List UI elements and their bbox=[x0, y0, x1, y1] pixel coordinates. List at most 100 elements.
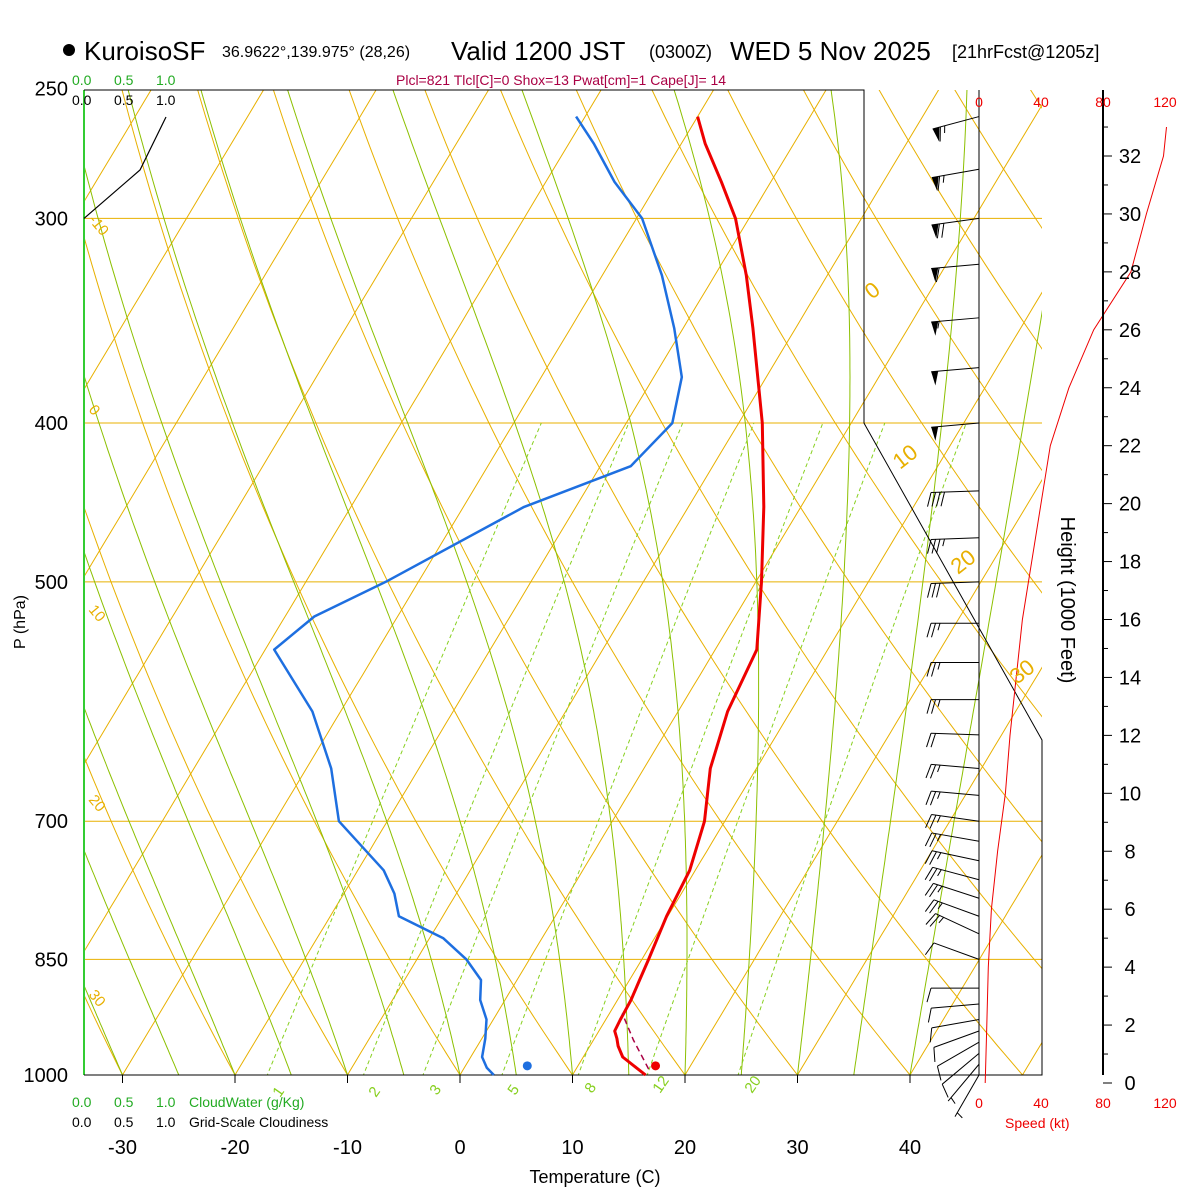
speed-top-120: 120 bbox=[1153, 94, 1177, 110]
temperature-tick-label: 30 bbox=[786, 1137, 808, 1159]
surface-temperature-marker bbox=[651, 1061, 661, 1071]
isotherm-line bbox=[84, 90, 377, 578]
moist-adiabat-line bbox=[127, 90, 461, 1075]
wind-barb-feather bbox=[924, 832, 933, 847]
cloudiness-label: Grid-Scale Cloudiness bbox=[189, 1114, 328, 1130]
wind-barb-shaft bbox=[933, 882, 980, 899]
wind-barb-feather bbox=[929, 901, 939, 914]
dry-adiabat-label: 0 bbox=[85, 402, 103, 419]
wind-barb bbox=[926, 622, 979, 638]
dry-adiabat-line bbox=[1161, 60, 1200, 1110]
wind-barb-shaft bbox=[931, 1003, 980, 1009]
wind-barb-feather bbox=[924, 899, 935, 912]
station-marker-icon bbox=[63, 44, 75, 56]
dry-adiabat-line bbox=[84, 755, 236, 1075]
wind-barb bbox=[954, 1074, 980, 1119]
wind-barb-shaft bbox=[931, 790, 980, 796]
wind-barb-feather bbox=[931, 699, 936, 714]
wind-barb-half-feather bbox=[937, 885, 943, 893]
temperature-tick-label: -30 bbox=[108, 1137, 137, 1159]
height-tick-label: 10 bbox=[1119, 783, 1141, 805]
wind-barb-feather bbox=[929, 814, 937, 829]
wind-barb-feather bbox=[929, 868, 938, 882]
dry-adiabat-label: -10 bbox=[85, 212, 112, 240]
mixing-ratio-label: 2 bbox=[365, 1084, 384, 1101]
height-tick-label: 20 bbox=[1119, 494, 1141, 516]
dry-adiabat-line bbox=[878, 90, 1042, 350]
wind-barb bbox=[926, 987, 979, 1003]
wind-barb-feather bbox=[929, 833, 937, 848]
wind-barb bbox=[926, 732, 980, 748]
cloud-top-green-2: 1.0 bbox=[156, 72, 176, 88]
wind-barb-feather bbox=[936, 223, 940, 239]
wind-barb-pennant bbox=[931, 426, 939, 441]
wind-barb-feather bbox=[931, 583, 937, 598]
wind-barb-half-feather bbox=[942, 175, 945, 183]
wind-barb-feather bbox=[936, 1066, 942, 1081]
wind-barb-feather bbox=[936, 492, 941, 507]
wind-barb-half-feather bbox=[956, 1112, 963, 1119]
wind-barb-feather bbox=[931, 623, 936, 638]
surface-dewpoint-marker bbox=[522, 1061, 532, 1071]
isotherm-line bbox=[84, 90, 490, 766]
wind-barb-feather bbox=[931, 662, 936, 677]
wind-barb-shaft bbox=[933, 1030, 980, 1048]
moist-adiabat-line bbox=[392, 90, 630, 1075]
moist-adiabat-line bbox=[84, 163, 405, 1075]
wind-barb-half-feather bbox=[937, 869, 942, 877]
parcel-path-line bbox=[621, 1013, 650, 1070]
cloud-top-black-2: 1.0 bbox=[156, 92, 176, 108]
dry-adiabat-label: 10 bbox=[888, 439, 923, 474]
forecast-info: [21hrFcst@1205z] bbox=[952, 42, 1099, 62]
dry-adiabat-line bbox=[84, 235, 461, 1075]
height-tick-label: 14 bbox=[1119, 667, 1141, 689]
dry-adiabat-line bbox=[575, 90, 1042, 843]
valid-time: Valid 1200 JST bbox=[451, 36, 626, 66]
speed-top-0: 0 bbox=[975, 94, 983, 110]
wind-barb bbox=[924, 850, 980, 865]
temperature-tick-label: -10 bbox=[333, 1137, 362, 1159]
wind-barb-shaft bbox=[941, 1052, 980, 1085]
wind-barb-feather bbox=[931, 539, 937, 554]
wind-barb bbox=[927, 1003, 980, 1023]
height-tick-label: 0 bbox=[1124, 1073, 1135, 1095]
cloud-top-black-0: 0.0 bbox=[72, 92, 92, 108]
cloud-bottom-green-1: 0.5 bbox=[114, 1094, 134, 1110]
pressure-tick-label: 850 bbox=[35, 949, 68, 971]
wind-barb-shaft bbox=[931, 850, 980, 862]
dry-adiabat-line bbox=[272, 90, 799, 1075]
isotherm-line bbox=[797, 666, 1042, 1075]
isotherm-line bbox=[84, 90, 602, 953]
dry-adiabat-line bbox=[500, 90, 1042, 970]
valid-date: WED 5 Nov 2025 bbox=[730, 36, 931, 66]
wind-barb bbox=[927, 537, 980, 554]
height-tick-label: 6 bbox=[1124, 899, 1135, 921]
wind-barb-shaft bbox=[931, 537, 980, 540]
wind-speed-axis: 0 40 80 120 0 40 80 120 Speed (kt) bbox=[975, 94, 1177, 1131]
dry-adiabat-line bbox=[121, 90, 574, 1075]
mixing-ratio-line bbox=[362, 422, 630, 1075]
isotherm-line bbox=[459, 104, 1042, 1075]
mixing-ratio-line bbox=[646, 422, 886, 1075]
pressure-tick-label: 1000 bbox=[24, 1065, 69, 1087]
wind-barb-feather bbox=[929, 1027, 933, 1043]
temperature-line bbox=[613, 116, 766, 1077]
isotherm-line bbox=[909, 854, 1042, 1075]
mixing-ratio-label: 12 bbox=[649, 1073, 672, 1096]
plot-frame bbox=[83, 89, 1043, 1076]
wind-barb-feather bbox=[924, 867, 934, 881]
wind-barb-pennant bbox=[931, 176, 939, 191]
wind-barb-pennant bbox=[931, 371, 939, 386]
wind-barb bbox=[924, 832, 980, 848]
wind-barb-feather bbox=[936, 539, 941, 554]
moist-adiabat-line bbox=[287, 90, 573, 1075]
cloud-bottom-green-2: 1.0 bbox=[156, 1094, 176, 1110]
dry-adiabat-label: 10 bbox=[85, 602, 109, 626]
wind-barb-feather bbox=[929, 791, 937, 806]
wind-barb-feather bbox=[927, 583, 932, 598]
isotherm-line bbox=[347, 90, 940, 1075]
wind-barb-feather bbox=[925, 764, 932, 779]
height-tick-label: 30 bbox=[1119, 204, 1141, 226]
dry-adiabat-label: 20 bbox=[85, 792, 109, 816]
